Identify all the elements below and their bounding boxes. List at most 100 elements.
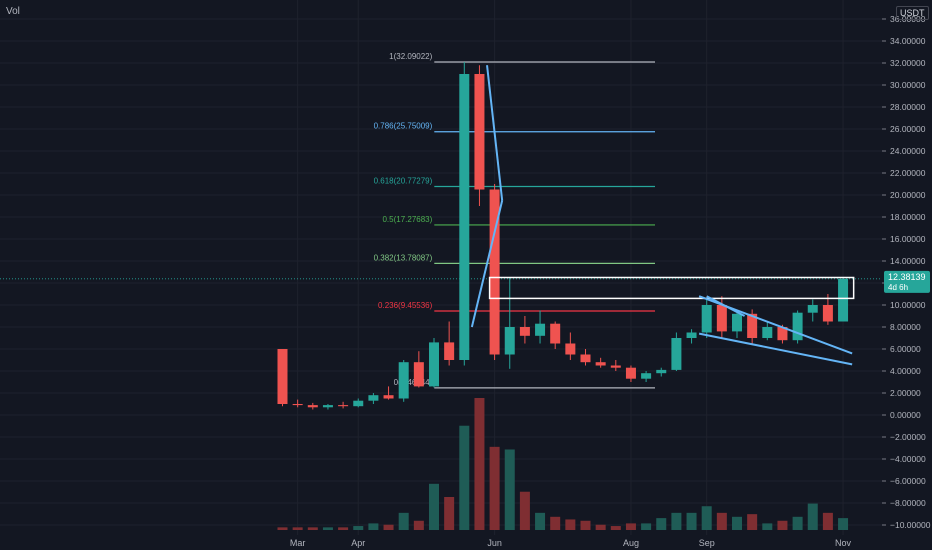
- volume-bar: [353, 526, 364, 530]
- volume-bar: [686, 512, 697, 530]
- candle-body: [822, 305, 833, 322]
- volume-bar: [838, 518, 849, 530]
- candle: [338, 401, 349, 409]
- trend-line: [706, 295, 746, 317]
- candle: [459, 62, 470, 366]
- price-axis-label: 6.00000: [890, 344, 921, 354]
- candle-body: [777, 327, 788, 341]
- price-axis-label: 32.00000: [890, 58, 926, 68]
- last-price-tag: [884, 270, 930, 293]
- volume-bar: [368, 523, 379, 530]
- drawing-overlays: [470, 65, 855, 366]
- candle-body: [338, 405, 349, 407]
- candle: [474, 65, 485, 206]
- trend-line: [698, 332, 853, 366]
- candle: [489, 184, 500, 360]
- volume-bar: [732, 516, 742, 530]
- volume-bar: [822, 512, 833, 530]
- volume-bar: [307, 527, 318, 530]
- volume-bar: [747, 514, 758, 530]
- candle: [701, 299, 712, 338]
- candle: [444, 321, 455, 366]
- volume-bar: [701, 506, 712, 530]
- trend-line: [486, 65, 504, 201]
- fib-level-label: 0.236(9.45536): [378, 301, 433, 310]
- volume-bar: [580, 520, 591, 530]
- candle: [413, 351, 424, 388]
- volume-bar: [535, 512, 546, 530]
- candle-body: [716, 305, 727, 332]
- candle: [641, 371, 652, 382]
- volume-bar: [322, 527, 333, 530]
- candle-body: [535, 323, 546, 336]
- candle-body: [307, 405, 318, 408]
- volume-bar: [792, 516, 803, 530]
- candle-body: [277, 349, 288, 404]
- grid-lines: [0, 0, 882, 535]
- candle-body: [792, 312, 803, 341]
- price-axis-label: −10.00000: [890, 520, 931, 530]
- price-axis-label: 2.00000: [890, 388, 921, 398]
- candle-body: [747, 313, 758, 338]
- candle: [671, 332, 682, 371]
- candle-body: [489, 189, 500, 355]
- volume-bar: [519, 491, 530, 530]
- candle-body: [368, 395, 379, 401]
- candle: [368, 393, 379, 404]
- volume-bar: [565, 519, 576, 530]
- time-axis-label: Nov: [835, 538, 852, 548]
- candle: [504, 277, 515, 369]
- price-axis-label: 24.00000: [890, 146, 926, 156]
- candle: [322, 404, 333, 410]
- volume-bar: [429, 483, 439, 530]
- volume-bar: [383, 524, 394, 530]
- price-axis-label: 4.00000: [890, 366, 921, 376]
- candle-body: [413, 362, 424, 387]
- candle: [307, 402, 318, 410]
- price-axis-label: 22.00000: [890, 168, 926, 178]
- volume-bar: [656, 518, 667, 530]
- price-axis-label: 34.00000: [890, 36, 926, 46]
- candle-body: [398, 362, 409, 399]
- volume-bar: [807, 503, 818, 530]
- fib-level-label: 0(2.46344): [394, 378, 433, 387]
- volume-bar: [504, 449, 515, 530]
- price-axis: 36.0000034.0000032.0000030.0000028.00000…: [882, 0, 932, 550]
- candle-body: [580, 354, 591, 363]
- candle: [595, 357, 606, 368]
- candle-body: [322, 405, 333, 408]
- fib-level-label: 0.786(25.75009): [374, 122, 433, 131]
- time-axis-label: Jun: [487, 538, 502, 548]
- candle-body: [383, 395, 394, 399]
- candle-body: [762, 327, 773, 338]
- price-axis-label: 8.00000: [890, 322, 921, 332]
- candle-body: [610, 365, 621, 368]
- price-axis-label: −4.00000: [890, 454, 926, 464]
- candle: [656, 367, 667, 377]
- volume-bar: [625, 523, 636, 530]
- volume-bar: [474, 398, 485, 530]
- volume-indicator-label: Vol: [6, 6, 20, 17]
- candle: [762, 321, 773, 341]
- candle-body: [671, 338, 682, 370]
- candle: [807, 299, 818, 322]
- candle: [292, 399, 303, 408]
- candle: [625, 365, 636, 382]
- time-axis-label: Apr: [351, 538, 365, 548]
- volume-bar: [292, 527, 303, 530]
- volume-bar: [413, 520, 424, 530]
- candle-body: [353, 400, 364, 407]
- volume-bar: [444, 497, 455, 530]
- candle: [792, 310, 803, 344]
- candle-body: [444, 342, 455, 360]
- volume-bar: [671, 512, 682, 530]
- currency-label[interactable]: USDT: [896, 6, 929, 20]
- volume-bar: [338, 527, 349, 530]
- volume-bar: [489, 446, 500, 530]
- candle-body: [838, 278, 849, 322]
- fibonacci-retracement: 1(32.09022) 0.786(25.75009) 0.618(20.77279…: [0, 52, 882, 389]
- candle-body: [519, 327, 530, 336]
- bar-countdown: 4d 6h: [888, 283, 908, 292]
- candle: [565, 332, 576, 360]
